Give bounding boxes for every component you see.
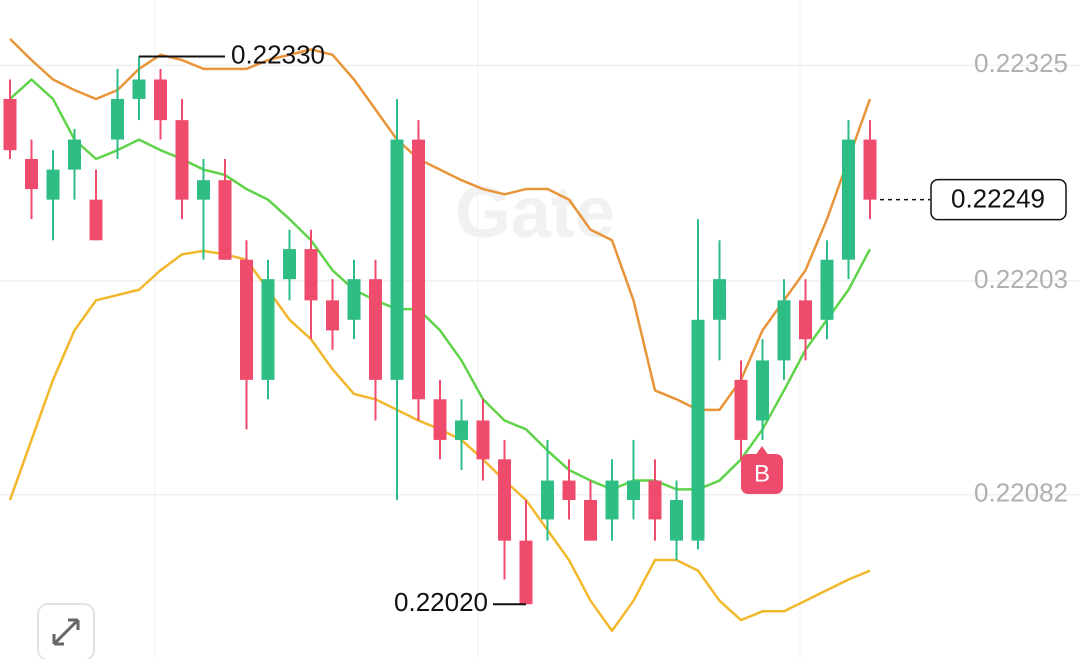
candle-body [584, 499, 597, 541]
low-label: 0.22020 [394, 587, 488, 617]
candles [3, 56, 877, 605]
candle-body [627, 480, 640, 500]
candle-body [799, 300, 812, 340]
candle-body [68, 139, 81, 170]
y-tick-label: 0.22082 [974, 478, 1068, 508]
candle-body [304, 249, 318, 301]
candle-body [326, 300, 339, 331]
indicator-line [9, 78, 872, 491]
last-price-label: 0.22249 [951, 184, 1045, 214]
candle-body [132, 79, 146, 99]
candle-body [261, 279, 275, 380]
candle-body [369, 279, 382, 380]
candle-body [562, 480, 576, 500]
indicator-line [9, 37, 872, 412]
candle-body [605, 480, 619, 520]
candle-body [412, 139, 425, 400]
watermark: Gate [455, 173, 615, 253]
candle-body [455, 420, 468, 440]
y-tick-label: 0.22325 [974, 48, 1068, 78]
candle-body [756, 360, 769, 421]
candle-body [390, 139, 404, 380]
buy-marker-tip [755, 446, 769, 456]
candle-body [691, 319, 705, 541]
candle-body [283, 249, 296, 280]
candle-body [476, 420, 490, 460]
buy-marker-label: B [754, 460, 770, 487]
candle-body [519, 540, 533, 605]
candle-body [89, 199, 103, 241]
y-tick-label: 0.22203 [974, 264, 1068, 294]
candle-body [218, 180, 232, 260]
candle-body [820, 259, 834, 320]
candle-body [175, 120, 189, 200]
candle-body [842, 139, 855, 260]
grid: 0.22325 0.22203 0.22082 [0, 48, 1080, 508]
candle-body [498, 459, 511, 541]
lines [8, 37, 872, 632]
candle-body [25, 159, 38, 190]
candle-body [111, 98, 124, 140]
candle-body [3, 98, 17, 151]
candle-body [541, 480, 554, 520]
last-price-box [930, 178, 1067, 221]
candle-body [734, 379, 748, 440]
candle-body [46, 169, 60, 200]
candle-body [863, 139, 877, 200]
candle-body [777, 300, 791, 361]
candle-body [154, 79, 167, 121]
buy-marker [741, 454, 783, 494]
candle-body [433, 399, 447, 440]
candle-body [197, 180, 210, 200]
high-label: 0.22330 [231, 39, 325, 69]
candle-body [347, 279, 361, 320]
candle-body [670, 499, 683, 541]
candle-body [240, 259, 253, 380]
candle-body [648, 480, 662, 520]
expand-icon[interactable] [52, 618, 80, 646]
candle-body [713, 279, 726, 320]
annotations: 0.22330 0.22020 0.22249 B [139, 39, 1067, 617]
expand-button[interactable] [37, 603, 95, 659]
